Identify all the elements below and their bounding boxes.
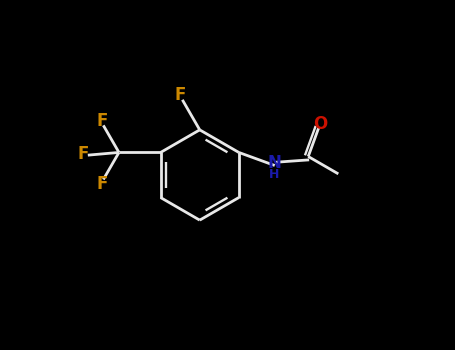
Text: F: F xyxy=(96,175,108,193)
Text: O: O xyxy=(313,115,328,133)
Text: F: F xyxy=(78,146,89,163)
Text: H: H xyxy=(269,168,279,181)
Text: N: N xyxy=(268,154,282,172)
Text: F: F xyxy=(175,86,186,104)
Text: F: F xyxy=(96,112,108,130)
